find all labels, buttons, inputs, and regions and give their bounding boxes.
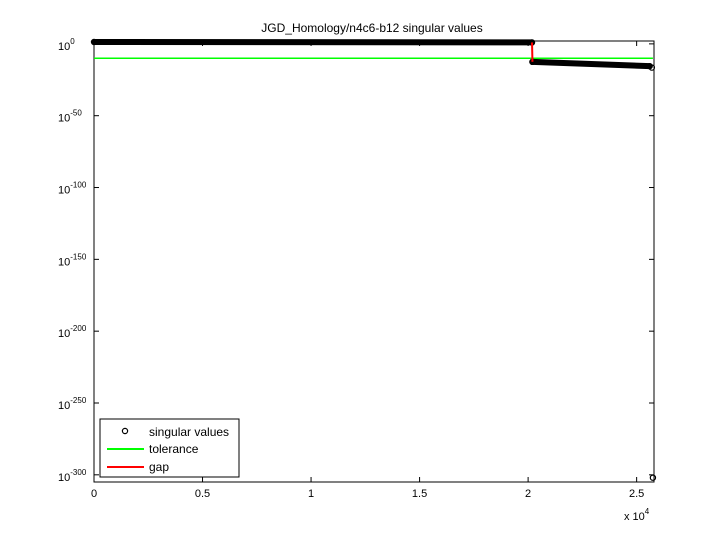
x-axis-multiplier: x 104 — [624, 507, 650, 523]
y-tick-label: 10-200 — [58, 324, 87, 340]
y-tick-label: 100 — [58, 37, 75, 53]
legend-entries: singular values tolerance gap — [107, 425, 229, 474]
axes-box — [93, 40, 655, 483]
singular-value-point — [90, 38, 98, 46]
x-tick-label: 0 — [91, 488, 97, 500]
x-tick-label: 1 — [308, 488, 314, 500]
singular-value-point — [649, 474, 657, 481]
x-tick-label: 2.5 — [629, 488, 644, 500]
series-layer — [90, 38, 657, 481]
y-tick-label: 10-250 — [58, 396, 87, 412]
y-tick-labels: 100 10-50 10-100 10-150 10-200 10-250 10-300 — [58, 37, 87, 484]
chart-title: JGD_Homology/n4c6-b12 singular values — [261, 21, 482, 35]
x-tick-label: 2 — [525, 488, 531, 500]
singular-values-run-1 — [529, 58, 653, 70]
singular-value-point — [648, 64, 656, 71]
legend-label: gap — [149, 460, 169, 474]
legend-label: singular values — [149, 425, 229, 439]
y-tick-label: 10-100 — [58, 181, 87, 197]
y-tick-label: 10-300 — [58, 468, 87, 484]
legend: singular values tolerance gap — [99, 418, 240, 478]
plot-area — [90, 38, 657, 483]
legend-label: tolerance — [149, 442, 199, 456]
x-tick-labels: 0 0.5 1 1.5 2 2.5 — [91, 488, 644, 500]
legend-marker-singular-values — [121, 427, 129, 435]
y-tick-label: 10-50 — [58, 109, 82, 125]
y-tick-label: 10-150 — [58, 252, 87, 268]
x-tick-label: 1.5 — [412, 488, 427, 500]
x-multiplier-label: x 104 — [624, 507, 650, 523]
x-tick-label: 0.5 — [195, 488, 210, 500]
